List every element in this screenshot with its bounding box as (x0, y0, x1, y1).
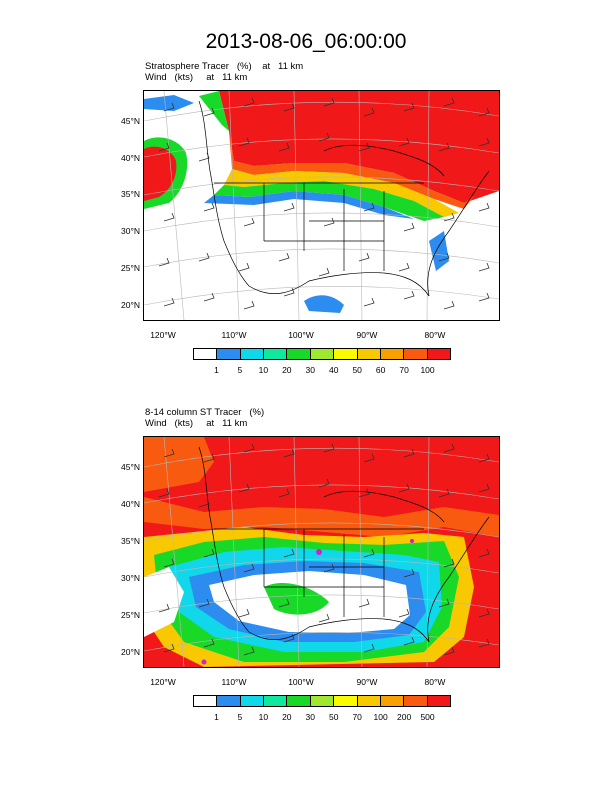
tracer-nw-orange (144, 437, 214, 492)
panel1-lat-35: 35°N (121, 189, 140, 199)
panel1-title: Stratosphere Tracer (%) at 11 km Wind (k… (145, 61, 303, 83)
colorbar-label: 1 (214, 365, 219, 375)
panel2-lat-20: 20°N (121, 647, 140, 657)
colorbar-swatch (287, 349, 311, 359)
panel2-lat-25: 25°N (121, 610, 140, 620)
panel1-lon-90w: 90°W (356, 330, 378, 340)
graticule (144, 91, 499, 320)
colorbar-label: 70 (399, 365, 409, 375)
panel1-lon-100w: 100°W (288, 330, 314, 340)
panel2-lat-35: 35°N (121, 536, 140, 546)
colorbar-swatch (264, 349, 288, 359)
panel2-colorbar (193, 695, 451, 707)
colorbar-swatch (380, 349, 405, 359)
colorbar-swatch (264, 696, 288, 706)
colorbar-label: 50 (328, 712, 339, 722)
colorbar-swatch (357, 349, 381, 359)
colorbar-label: 20 (282, 712, 292, 722)
colorbar-swatch (240, 696, 265, 706)
panel1-lon-80w: 80°W (424, 330, 446, 340)
panel2-map-graphic (144, 437, 499, 667)
panel2-lat-40: 40°N (121, 499, 140, 509)
tracer-band-green (214, 181, 444, 221)
colorbar-swatch (404, 349, 428, 359)
panel1-lon-120w: 120°W (150, 330, 176, 340)
tracer-nw-blue (144, 95, 194, 111)
colorbar-label: 10 (258, 712, 269, 722)
colorbar-label: 20 (282, 365, 292, 375)
colorbar-label: 5 (237, 712, 243, 722)
tracer-east-blue (429, 231, 449, 271)
panel1-lat-30: 30°N (121, 226, 140, 236)
coastlines (198, 100, 490, 297)
colorbar-swatch (310, 696, 335, 706)
colorbar-swatch (334, 349, 358, 359)
panel1-colorbar (193, 348, 451, 360)
colorbar-label: 1 (214, 712, 219, 722)
colorbar-label: 100 (420, 365, 435, 375)
panel1-map-graphic (144, 91, 499, 320)
panel2-lon-80w: 80°W (424, 677, 446, 687)
panel2-lat-45: 45°N (121, 462, 140, 472)
colorbar-label: 40 (328, 365, 339, 375)
panel1-title-line1: Stratosphere Tracer (%) at 11 km (145, 61, 304, 72)
tracer-south-blue (304, 295, 344, 313)
tracer-band-blue (204, 191, 414, 219)
tracer-magenta-spots (201, 539, 414, 665)
colorbar-swatch (404, 696, 428, 706)
colorbar-label: 30 (305, 365, 315, 375)
colorbar-label: 60 (375, 365, 386, 375)
panel2-lon-90w: 90°W (356, 677, 378, 687)
panel2-lon-100w: 100°W (288, 677, 314, 687)
colorbar-swatch (217, 696, 241, 706)
panel1-lon-110w: 110°W (221, 330, 247, 340)
tracer-band-orange (229, 131, 474, 209)
colorbar-swatch (194, 349, 218, 359)
colorbar-swatch (287, 696, 311, 706)
colorbar-label: 100 (373, 712, 388, 722)
colorbar-label: 200 (396, 712, 412, 722)
colorbar-swatch (217, 349, 241, 359)
wind-barbs (158, 97, 490, 310)
tracer-band-yellow (224, 169, 459, 217)
colorbar-label: 70 (352, 712, 362, 722)
panel2-title-line2: Wind (kts) at 11 km (145, 418, 248, 429)
panel1-lat-40: 40°N (121, 153, 140, 163)
colorbar-swatch (427, 349, 450, 359)
colorbar-label: 5 (237, 365, 243, 375)
tracer-west-clear (144, 567, 184, 637)
panel2-title: 8-14 column ST Tracer (%) Wind (kts) at … (145, 407, 264, 429)
figure-title: 2013-08-06_06:00:00 (205, 30, 407, 53)
colorbar-swatch (194, 696, 218, 706)
panel1-map (143, 90, 500, 321)
graticule (144, 437, 499, 667)
colorbar-label: 500 (420, 712, 435, 722)
panel1-title-line2: Wind (kts) at 11 km (145, 72, 248, 83)
wind-barbs (158, 443, 490, 656)
panel1-lat-20: 20°N (121, 300, 140, 310)
colorbar-label: 30 (305, 712, 315, 722)
colorbar-label: 50 (352, 365, 362, 375)
panel2-map (143, 436, 500, 668)
tracer-west-core (144, 146, 177, 201)
panel2-title-line1: 8-14 column ST Tracer (%) (145, 407, 265, 418)
panel1-lat-25: 25°N (121, 263, 140, 273)
colorbar-swatch (334, 696, 358, 706)
tracer-nw-green (199, 91, 229, 131)
coastlines (198, 446, 490, 643)
colorbar-swatch (240, 349, 265, 359)
panel1-lat-45: 45°N (121, 116, 140, 126)
panel2-lon-110w: 110°W (221, 677, 247, 687)
colorbar-swatch (310, 349, 335, 359)
colorbar-swatch (380, 696, 405, 706)
panel2-lat-30: 30°N (121, 573, 140, 583)
colorbar-swatch (357, 696, 381, 706)
colorbar-label: 10 (258, 365, 269, 375)
tracer-field-high (204, 91, 499, 203)
panel2-lon-120w: 120°W (150, 677, 176, 687)
colorbar-swatch (427, 696, 450, 706)
